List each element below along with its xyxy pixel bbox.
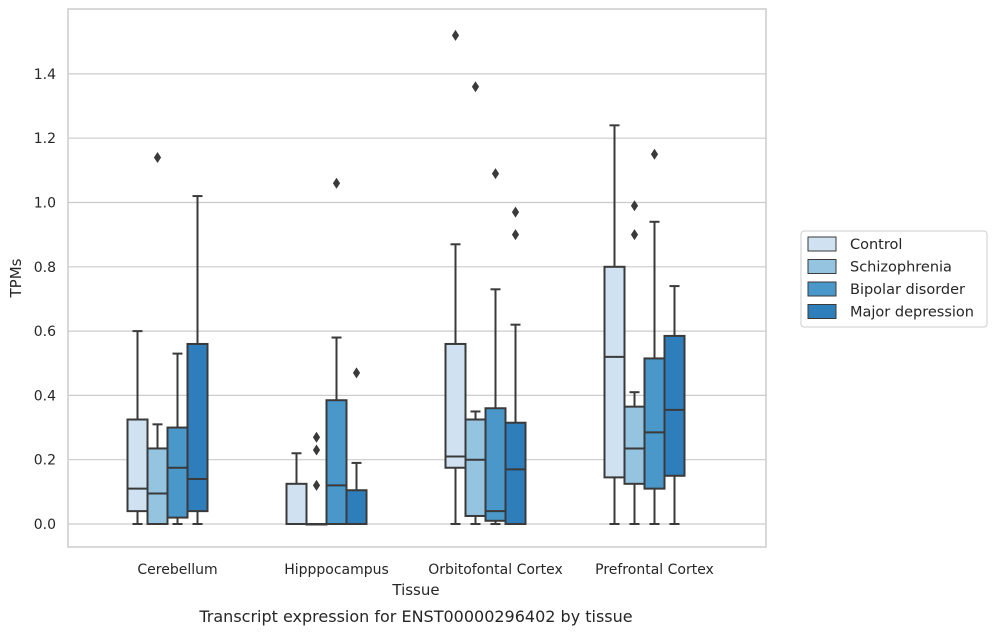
y-tick-label: 0.0 (34, 517, 56, 533)
box-schizophrenia (305, 431, 328, 526)
x-tick-label: Prefrontal Cortex (595, 562, 714, 578)
x-tick-label: Hipppocampus (284, 562, 389, 578)
box-schizophrenia (464, 81, 487, 525)
box-body (603, 265, 626, 479)
legend-frame (800, 230, 988, 328)
box-body (643, 357, 666, 490)
outlier-point (511, 206, 520, 218)
x-axis-ticks: Cerebellum Hipppocampus Orbitofontal Corte… (137, 562, 713, 578)
chart-caption: Transcript expression for ENST0000029640… (198, 607, 632, 626)
box-body (345, 489, 368, 525)
box-body (166, 426, 189, 519)
y-tick-label: 1.4 (34, 67, 56, 83)
box-body (484, 407, 507, 522)
box-bipolar-disorder (643, 148, 666, 525)
outlier-point (451, 29, 460, 41)
y-tick-label: 0.8 (34, 260, 56, 276)
legend-label: Bipolar disorder (850, 282, 965, 298)
box-series (126, 29, 686, 526)
y-tick-label: 1.0 (34, 196, 56, 212)
box-body (146, 447, 169, 526)
box-schizophrenia (623, 200, 646, 525)
legend-swatch (807, 304, 837, 319)
box-body (623, 405, 646, 485)
outlier-point (332, 177, 341, 189)
outlier-point (491, 168, 500, 180)
x-tick-label: Orbitofontal Cortex (428, 562, 563, 578)
legend-label: Control (850, 237, 902, 253)
outlier-point (471, 81, 480, 93)
y-tick-label: 0.4 (34, 388, 56, 404)
outlier-point (312, 444, 321, 456)
y-tick-label: 0.2 (34, 453, 56, 469)
box-major-depression (504, 206, 527, 526)
box-control (285, 452, 308, 525)
box-bipolar-disorder (484, 168, 507, 525)
box-body (444, 342, 467, 469)
legend-label: Major depression (850, 305, 974, 321)
box-major-depression (345, 367, 368, 525)
y-axis-title: TPMs (7, 258, 25, 298)
box-body (504, 421, 527, 526)
legend: Control Schizophrenia Bipolar disorder Majo… (800, 230, 988, 328)
box-body (126, 418, 149, 513)
outlier-point (352, 367, 361, 379)
legend-swatch (807, 281, 837, 297)
box-major-depression (663, 285, 686, 525)
box-body (663, 334, 686, 477)
box-schizophrenia (146, 151, 169, 526)
y-axis-ticks: 0.0 0.2 0.4 0.6 0.8 1.0 1.2 1.4 (34, 67, 56, 533)
y-tick-label: 0.6 (34, 324, 56, 340)
legend-label: Schizophrenia (850, 260, 952, 276)
box-body (285, 482, 308, 525)
x-axis-title: Tissue (391, 581, 439, 599)
box-control (444, 29, 467, 525)
outlier-point (153, 151, 162, 163)
x-tick-label: Cerebellum (137, 562, 217, 578)
outlier-point (650, 148, 659, 160)
box-bipolar-disorder (325, 177, 348, 525)
box-body (464, 418, 487, 517)
box-body (325, 399, 348, 525)
legend-swatch (807, 236, 837, 252)
box-major-depression (186, 195, 209, 525)
box-body (186, 342, 209, 513)
box-bipolar-disorder (166, 352, 189, 525)
outlier-point (312, 431, 321, 443)
outlier-point (630, 200, 639, 212)
outlier-point (312, 479, 321, 491)
legend-swatch (807, 259, 837, 274)
outlier-point (630, 229, 639, 241)
outlier-point (511, 229, 520, 241)
box-control (126, 330, 149, 525)
box-control (603, 124, 626, 525)
plot-frame (67, 8, 767, 548)
y-tick-label: 1.2 (34, 131, 56, 147)
